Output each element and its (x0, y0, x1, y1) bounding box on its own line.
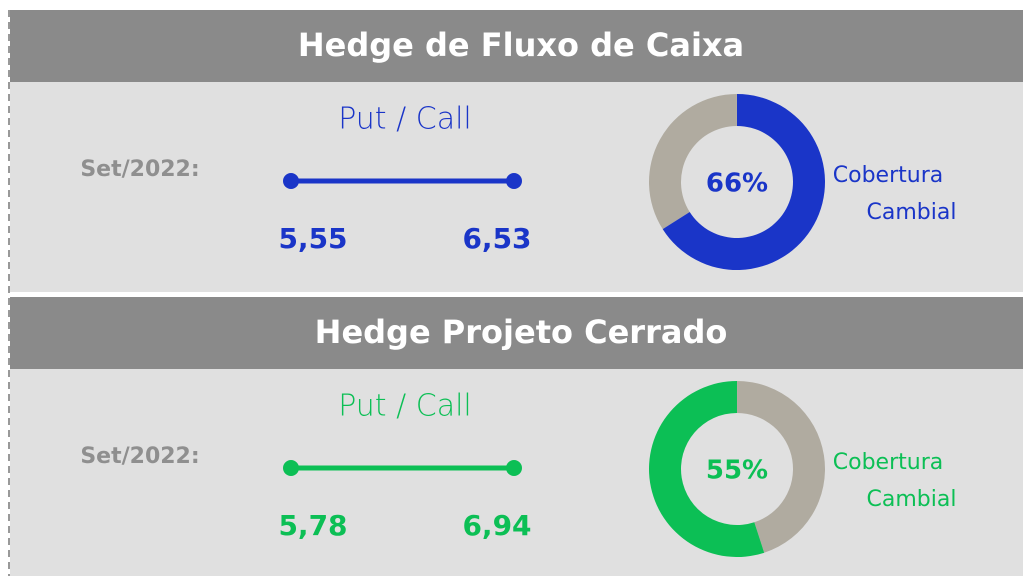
caption: Cobertura Cambial (833, 450, 957, 512)
donut-label: 66% (706, 169, 768, 199)
range-dot (506, 460, 522, 476)
date-label: Set/2022: (80, 444, 199, 469)
donut-label: 55% (706, 456, 768, 486)
put-value: 5,78 (278, 509, 347, 542)
put-value: 5,55 (278, 222, 347, 255)
panel-title: Hedge Projeto Cerrado (315, 313, 728, 351)
range-dot (283, 460, 299, 476)
call-value: 6,94 (462, 509, 531, 542)
panel-header (10, 10, 1023, 82)
panel-title: Hedge de Fluxo de Caixa (298, 26, 744, 64)
range-dot (506, 173, 522, 189)
donut-value (662, 94, 825, 270)
donut-value (649, 381, 765, 557)
call-value: 6,53 (462, 222, 531, 255)
range-dot (283, 173, 299, 189)
donut-rest (649, 94, 737, 230)
donut-rest (737, 381, 826, 553)
range-label: Put / Call (338, 102, 472, 137)
range-label: Put / Call (338, 389, 472, 424)
caption: Cobertura Cambial (833, 163, 957, 225)
date-label: Set/2022: (80, 157, 199, 182)
panel-header (10, 297, 1023, 369)
